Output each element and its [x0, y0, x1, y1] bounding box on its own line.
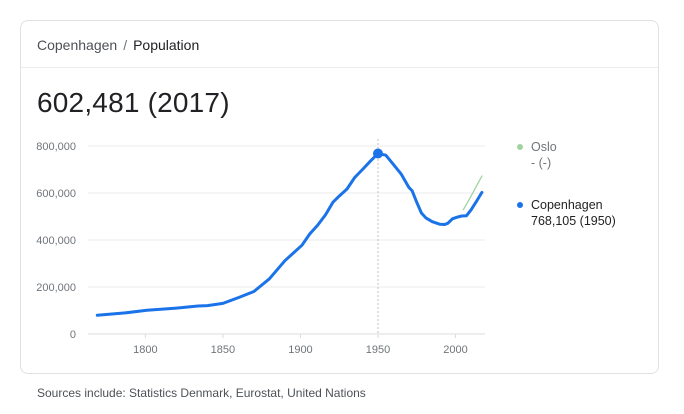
y-tick-label: 600,000: [36, 188, 76, 200]
legend-name-oslo: Oslo: [531, 140, 557, 154]
series-line-oslo: [462, 175, 483, 211]
breadcrumb-city[interactable]: Copenhagen: [37, 37, 118, 53]
breadcrumb-topic: Population: [133, 37, 200, 53]
y-tick-label: 0: [70, 329, 76, 341]
population-value: 602,481 (2017): [37, 87, 230, 118]
breadcrumb: Copenhagen / Population: [37, 37, 199, 53]
x-tick-label: 1850: [211, 344, 235, 356]
header-divider: [21, 67, 658, 68]
sources-note: Sources include: Statistics Denmark, Eur…: [37, 386, 366, 400]
y-tick-label: 200,000: [36, 282, 76, 294]
x-tick-label: 1950: [366, 344, 390, 356]
x-tick-label: 1800: [133, 344, 157, 356]
series-line-copenhagen: [95, 152, 484, 317]
highlight-point: [372, 148, 383, 159]
legend-value-copenhagen: 768,105 (1950): [531, 214, 616, 228]
legend-name-copenhagen: Copenhagen: [531, 198, 603, 212]
legend-value-oslo: - (-): [531, 156, 552, 170]
population-card: Copenhagen / Population 602,481 (2017) Osl…: [20, 20, 659, 374]
legend-dot-copenhagen: [517, 202, 523, 208]
y-tick-label: 800,000: [36, 141, 76, 153]
y-tick-label: 400,000: [36, 235, 76, 247]
x-tick-label: 2000: [443, 344, 467, 356]
x-tick-label: 1900: [288, 344, 312, 356]
breadcrumb-separator: /: [123, 37, 128, 53]
legend-dot-oslo: [517, 144, 523, 150]
